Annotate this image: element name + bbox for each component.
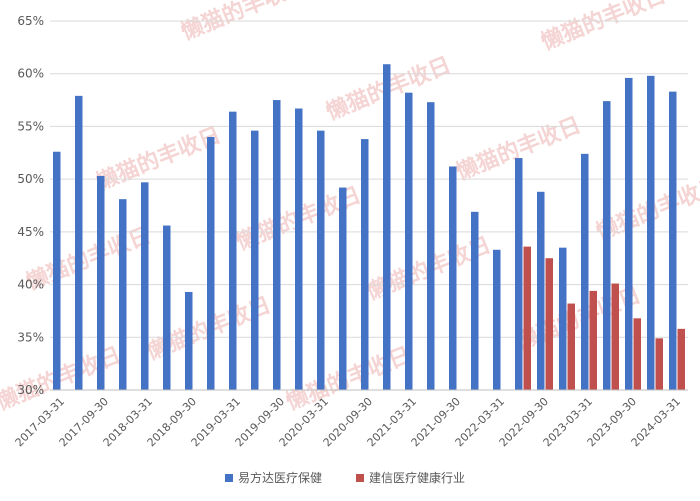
legend-label-series-1: 易方达医疗保健 [238, 470, 322, 485]
bar-series-1 [141, 182, 149, 390]
bar-series-2 [589, 290, 597, 390]
bar-series-1 [317, 130, 325, 390]
legend-label-series-2: 建信医疗健康行业 [369, 470, 465, 485]
y-tick-label: 60% [17, 67, 44, 81]
bar-series-2 [611, 283, 619, 390]
y-axis-ticks: 30% 35% 40% 45% 50% 55% 60% 65% [17, 14, 44, 397]
bar-series-1 [339, 187, 347, 390]
bar-series-2 [523, 246, 531, 390]
bar-series-2 [567, 303, 575, 390]
bar-series-1 [163, 225, 171, 390]
watermark-text: 懒猫的丰收日 [513, 282, 645, 356]
legend: 易方达医疗保健 建信医疗健康行业 [225, 470, 465, 485]
bar-series-2 [677, 328, 685, 390]
bar-series-1 [383, 64, 391, 391]
bar-series-1 [515, 158, 523, 390]
bar-series-2 [545, 258, 553, 390]
watermark-text: 懒猫的丰收日 [178, 0, 310, 46]
bar-series-1 [119, 199, 127, 390]
bar-series-1 [449, 166, 457, 390]
bar-series-1 [229, 111, 237, 390]
legend-swatch-series-1 [225, 474, 233, 482]
bar-series-1 [405, 92, 413, 390]
bar-series-1 [603, 101, 611, 390]
bar-series-1 [185, 291, 193, 390]
bars [53, 64, 685, 391]
y-tick-label: 40% [17, 278, 44, 292]
bar-series-1 [493, 249, 501, 390]
bar-series-1 [471, 211, 479, 390]
bar-series-1 [295, 108, 303, 391]
bar-series-1 [647, 75, 655, 390]
bar-series-1 [251, 130, 259, 390]
watermark-text: 懒猫的丰收日 [538, 0, 670, 56]
bar-series-1 [53, 151, 61, 390]
bar-series-1 [273, 100, 281, 391]
watermark-text: 懒猫的丰收日 [93, 122, 225, 196]
x-axis-ticks: 2017-03-312017-09-302018-03-312018-09-30… [13, 395, 683, 449]
bar-series-1 [97, 175, 105, 390]
legend-swatch-series-2 [356, 474, 364, 482]
bar-series-1 [427, 102, 435, 391]
y-tick-label: 35% [17, 330, 44, 344]
bar-series-2 [655, 338, 663, 390]
bar-series-1 [559, 247, 567, 390]
y-tick-label: 50% [17, 172, 44, 186]
bar-series-2 [633, 318, 641, 390]
y-tick-label: 30% [17, 383, 44, 397]
y-tick-label: 55% [17, 119, 44, 133]
bar-series-1 [625, 77, 633, 390]
y-tick-label: 45% [17, 225, 44, 239]
y-tick-label: 65% [17, 14, 44, 28]
bar-series-1 [207, 136, 215, 390]
bar-series-1 [361, 139, 369, 390]
bar-series-1 [669, 91, 677, 390]
bar-series-1 [537, 191, 545, 390]
bar-series-1 [581, 153, 589, 390]
bar-series-1 [75, 95, 83, 391]
